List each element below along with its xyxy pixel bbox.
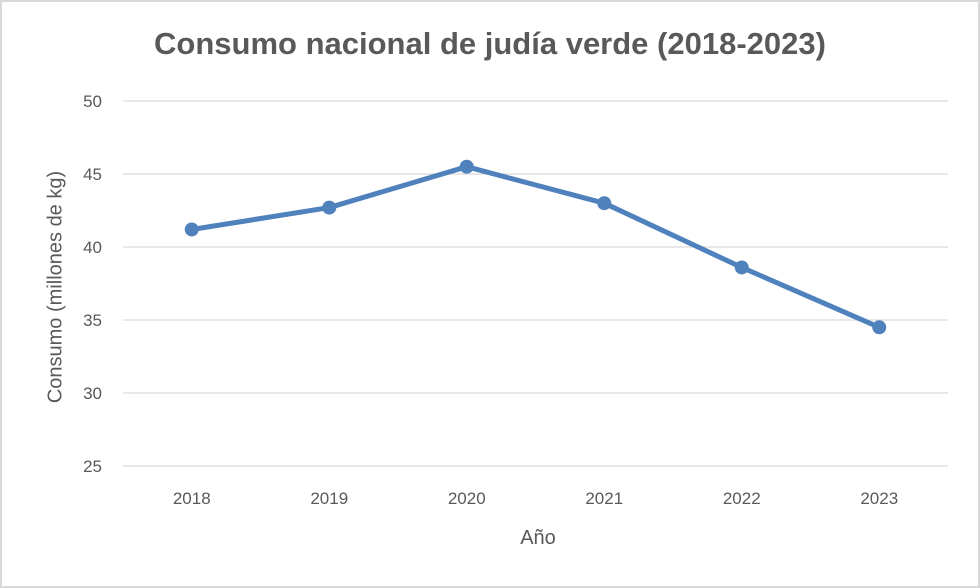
- x-tick-label: 2018: [173, 489, 211, 508]
- y-tick-label: 30: [83, 384, 102, 403]
- data-series: [184, 159, 887, 335]
- y-axis-ticks: 25 30 35 40 45 50: [83, 92, 102, 476]
- data-point-marker: [734, 260, 749, 275]
- data-point-marker: [597, 196, 612, 211]
- data-point-marker: [184, 222, 199, 237]
- gridlines: [123, 100, 948, 467]
- series-line: [189, 164, 882, 330]
- data-point-marker: [459, 159, 474, 174]
- data-point-marker: [322, 200, 337, 215]
- y-tick-label: 40: [83, 238, 102, 257]
- x-axis-ticks: 2018 2019 2020 2021 2022 2023: [173, 489, 898, 508]
- chart-title: Consumo nacional de judía verde (2018-20…: [154, 26, 826, 61]
- x-axis-label: Año: [520, 527, 556, 549]
- y-tick-label: 50: [83, 92, 102, 111]
- x-tick-label: 2021: [585, 489, 623, 508]
- y-tick-label: 45: [83, 165, 102, 184]
- y-tick-label: 35: [83, 311, 102, 330]
- x-tick-label: 2023: [860, 489, 898, 508]
- x-tick-label: 2022: [723, 489, 761, 508]
- x-tick-label: 2019: [310, 489, 348, 508]
- y-tick-label: 25: [83, 457, 102, 476]
- data-point-marker: [872, 320, 887, 335]
- x-tick-label: 2020: [448, 489, 486, 508]
